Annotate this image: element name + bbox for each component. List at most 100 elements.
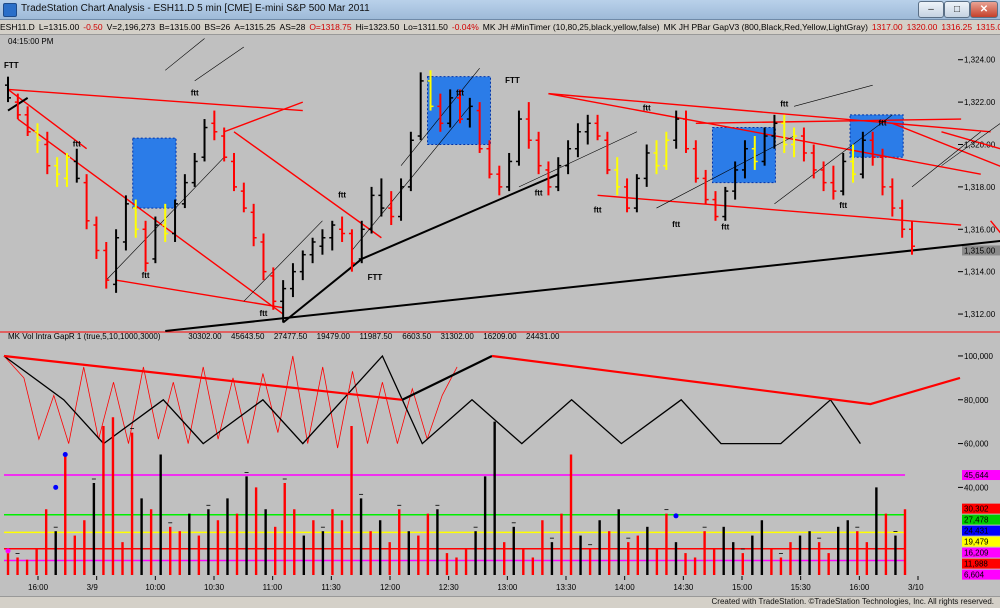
red-trend-line [7, 88, 88, 150]
volume-level-label: 30,302 [964, 505, 989, 514]
ftt-annotation: FTT [4, 61, 19, 70]
volume-level-label: 24,431 [964, 527, 989, 536]
red-trend-line [7, 88, 303, 112]
volume-level-marker [962, 547, 1000, 558]
last-price-marker [962, 245, 1000, 256]
minimize-button[interactable]: – [918, 1, 944, 18]
volume-tick-label: 40,000 [964, 483, 989, 492]
time-tick-label: 10:00 [145, 583, 166, 592]
time-tick-label: 15:30 [791, 583, 812, 592]
status-field: Lo=1311.50 [403, 22, 448, 32]
price-tick-label: 1,318.00 [964, 183, 996, 192]
volume-panel-bg [0, 332, 1000, 576]
red-trend-line [233, 131, 382, 239]
chart-area[interactable]: 1,324.00 1,322.00 1,320.00 1,318.00 1,316.00… [0, 35, 1000, 596]
volume-zigzag-black [3, 354, 861, 445]
time-tick-label: 14:00 [615, 583, 636, 592]
time-tick-label: 13:00 [497, 583, 518, 592]
close-button[interactable]: ✕ [970, 1, 998, 18]
time-tick-label: 3/9 [87, 583, 99, 592]
volume-indicator-value: 19479.00 [317, 332, 351, 341]
tradestation-app-icon [3, 3, 17, 17]
window-titlebar: TradeStation Chart Analysis - ESH11.D 5 … [0, 0, 1000, 20]
status-field: Hi=1323.50 [355, 22, 400, 32]
volume-level-marker [962, 536, 1000, 547]
status-field: BS=26 [204, 22, 231, 32]
volume-dot [62, 452, 68, 458]
time-tick-label: 12:00 [380, 583, 401, 592]
volume-level-label: 16,209 [964, 549, 989, 558]
volume-level-label: 45,644 [964, 471, 989, 480]
volume-dot [53, 484, 59, 490]
time-axis-bg [0, 576, 1000, 596]
highlight-box [132, 137, 177, 209]
volume-dot [5, 548, 11, 554]
status-field: 1320.00 [906, 22, 938, 32]
time-tick-label: 16:00 [849, 583, 870, 592]
fan-line [194, 46, 244, 82]
red-trend-line [695, 118, 962, 124]
red-trend-line [115, 279, 284, 309]
maximize-button[interactable]: □ [944, 1, 970, 18]
fan-line [911, 131, 981, 188]
footer-bar: Created with TradeStation. ©TradeStation… [0, 596, 1000, 608]
ftt-annotation: ftt [73, 140, 81, 149]
status-field: V=2,196,273 [106, 22, 156, 32]
volume-level-marker [962, 503, 1000, 514]
price-tick-label: 1,324.00 [964, 56, 996, 65]
price-tick-label: 1,316.00 [964, 225, 996, 234]
last-price-label: 1,315.00 [964, 246, 996, 255]
volume-level-marker [962, 569, 1000, 580]
ftt-annotation: ftt [780, 99, 788, 108]
volume-level-label: 27,478 [964, 516, 989, 525]
volume-dot [673, 513, 679, 519]
red-trend-line [223, 101, 304, 133]
status-field: A=1315.25 [234, 22, 276, 32]
price-tick-label: 1,320.00 [964, 140, 996, 149]
volume-tick-label: 100,000 [964, 352, 993, 361]
fan-line [941, 123, 1000, 166]
volume-level-marker [962, 470, 1000, 481]
red-trend-line [548, 92, 991, 133]
black-trend-line [282, 258, 363, 324]
volume-indicator-value: 30302.00 [188, 332, 222, 341]
copyright-text: Created with TradeStation. ©TradeStation… [711, 597, 995, 606]
volume-indicator-value: 16209.00 [483, 332, 517, 341]
window-title: TradeStation Chart Analysis - ESH11.D 5 … [21, 3, 370, 14]
status-field: MK JH PBar GapV3 (800,Black,Red,Yellow,L… [663, 22, 868, 32]
ftt-annotation: ftt [142, 271, 150, 280]
time-tick-label: 3/10 [908, 583, 924, 592]
volume-indicator-value: 24431.00 [526, 332, 560, 341]
ftt-annotation: FTT [505, 76, 520, 85]
volume-level-marker [962, 525, 1000, 536]
fan-line [243, 220, 323, 302]
status-field: 1315.00 [976, 22, 1000, 32]
time-tick-label: 11:30 [321, 583, 341, 592]
time-tick-label: 15:00 [732, 583, 753, 592]
time-tick-label: 10:30 [204, 583, 225, 592]
ftt-annotation: ftt [259, 309, 267, 318]
volume-indicator-value: 6603.50 [402, 332, 431, 341]
ftt-annotation: ftt [672, 220, 680, 229]
ftt-annotation: ftt [456, 89, 464, 98]
chart-time-label: 04:15:00 PM [8, 37, 54, 46]
time-tick-label: 11:00 [263, 583, 283, 592]
time-tick-label: 16:00 [28, 583, 49, 592]
fan-line [774, 114, 893, 205]
fan-line [165, 38, 205, 71]
red-trend-line [17, 118, 284, 315]
volume-level-label: 11,988 [964, 560, 988, 569]
ftt-annotation: ftt [191, 89, 199, 98]
volume-indicator-value: 11987.50 [359, 332, 392, 341]
status-field: ESH11.D [0, 22, 35, 32]
volume-indicator-value: 31302.00 [440, 332, 474, 341]
volume-trend-red [491, 354, 961, 406]
ftt-annotation: ftt [721, 222, 729, 231]
time-tick-label: 12:30 [439, 583, 460, 592]
volume-level-label: 19,479 [964, 538, 989, 547]
fan-line [656, 135, 795, 209]
volume-trend-black [401, 355, 493, 401]
price-tick-label: 1,322.00 [964, 98, 996, 107]
status-field: -0.50 [83, 22, 103, 32]
symbol-status-line: ESH11.D L=1315.00 -0.50 V=2,196,273 B=1315.0… [0, 20, 1000, 35]
